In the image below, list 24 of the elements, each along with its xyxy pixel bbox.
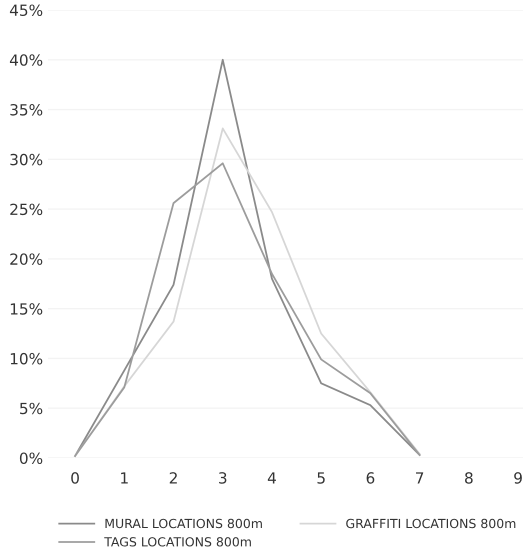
x-tick-label: 7 bbox=[416, 472, 424, 484]
x-tick-label: 0 bbox=[71, 472, 79, 484]
y-tick-label: 10% bbox=[10, 352, 42, 364]
y-tick-label: 40% bbox=[10, 54, 42, 66]
x-tick-label: 2 bbox=[170, 472, 177, 484]
y-tick-label: 45% bbox=[10, 4, 42, 16]
x-tick-label: 6 bbox=[366, 472, 374, 484]
y-tick-label: 20% bbox=[10, 253, 42, 265]
legend-label: MURAL LOCATIONS 800m bbox=[105, 518, 262, 528]
line-series bbox=[74, 58, 421, 457]
x-tick-label: 1 bbox=[121, 472, 128, 484]
y-tick-label: 25% bbox=[10, 204, 42, 216]
x-tick-label: 3 bbox=[219, 472, 226, 484]
x-tick-label: 9 bbox=[514, 472, 522, 484]
legend-label: TAGS LOCATIONS 800m bbox=[104, 537, 251, 547]
y-tick-label: 35% bbox=[10, 104, 42, 116]
x-tick-label: 5 bbox=[318, 472, 325, 484]
y-tick-label: 30% bbox=[10, 154, 42, 166]
legend-label: GRAFFITI LOCATIONS 800m bbox=[346, 518, 516, 528]
y-tick-label: 15% bbox=[10, 303, 42, 315]
x-tick-label: 8 bbox=[465, 472, 473, 484]
y-tick-label: 0% bbox=[20, 452, 42, 464]
y-tick-label: 5% bbox=[20, 402, 42, 414]
x-tick-label: 4 bbox=[268, 472, 276, 484]
